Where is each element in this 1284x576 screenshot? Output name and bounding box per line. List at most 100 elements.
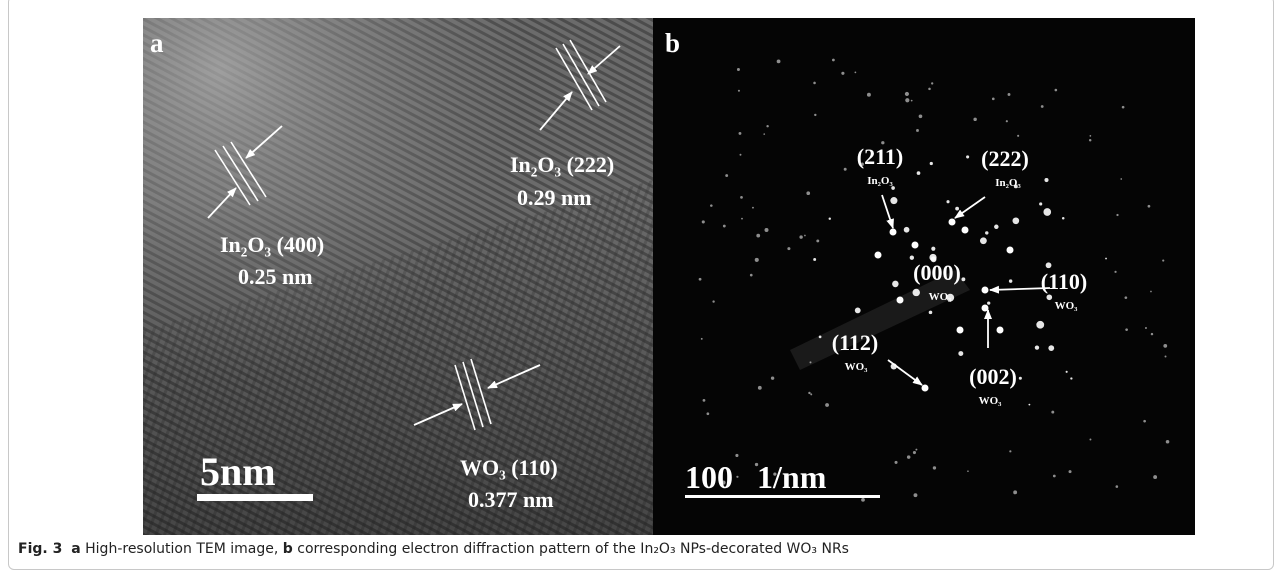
diffraction-spot (946, 200, 949, 203)
diffraction-spot (1125, 328, 1128, 331)
caption: Fig. 3 a High-resolution TEM image, b co… (18, 541, 1258, 557)
diffraction-spot (911, 100, 913, 102)
annotation: 0.29 nm (517, 185, 592, 210)
diffraction-spot (966, 155, 969, 158)
diffraction-spot (980, 237, 987, 244)
diffraction-spot (799, 235, 802, 238)
diffraction-spot (931, 247, 935, 251)
diffraction-spot (892, 281, 899, 288)
diffraction-spot (1041, 105, 1044, 108)
diffraction-spot (771, 376, 774, 379)
diffraction-spot (1125, 296, 1128, 299)
diffraction-spot (922, 385, 929, 392)
diffraction-spot (1162, 259, 1164, 261)
diffraction-spot (1145, 327, 1147, 329)
diffraction-spot (985, 231, 988, 234)
diffraction-spot (961, 277, 965, 281)
diffraction-spot (992, 98, 995, 101)
diffraction-spot (919, 114, 923, 118)
diffraction-spot (929, 311, 933, 315)
diffraction-spot (930, 162, 933, 165)
diffraction-spot (905, 92, 909, 96)
diffraction-spot (750, 274, 753, 277)
diffraction-spot (738, 90, 740, 92)
diffraction-spot (907, 455, 910, 458)
figure-number: Fig. 3 (18, 541, 62, 557)
spot-index: (002) (969, 364, 1017, 389)
diffraction-spot (1166, 440, 1170, 444)
diffraction-spot (735, 454, 738, 457)
diffraction-spot (890, 197, 897, 204)
diffraction-spot (890, 229, 897, 236)
diffraction-spot (1143, 420, 1146, 423)
diffraction-spot (913, 289, 920, 296)
diffraction-spot (997, 327, 1004, 334)
diffraction-spot (813, 82, 816, 85)
spot-phase: In₂O₃ (867, 175, 893, 187)
diffraction-spot (912, 242, 919, 249)
diffraction-spot (829, 217, 831, 219)
diffraction-spot (787, 247, 790, 250)
diffraction-spot (867, 93, 871, 97)
diffraction-spot (1070, 377, 1072, 379)
diffraction-spot (1120, 178, 1122, 180)
diffraction-spot (987, 302, 990, 305)
diffraction-spot (949, 219, 956, 226)
diffraction-spot (809, 361, 811, 363)
diffraction-spot (752, 207, 754, 209)
scale-bar (197, 494, 313, 501)
diffraction-spot (1148, 205, 1151, 208)
diffraction-spot (854, 71, 856, 73)
diffraction-spot (808, 392, 810, 394)
diffraction-spot (699, 278, 702, 281)
diffraction-spot (1089, 438, 1091, 440)
panel-label: a (150, 28, 164, 58)
diffraction-spot (895, 461, 898, 464)
annotation: In₂O₃ (222) (510, 152, 614, 177)
diffraction-spot (1151, 333, 1153, 335)
diffraction-spot (1017, 135, 1019, 137)
spot-index: (222) (981, 146, 1029, 171)
diffraction-spot (915, 449, 917, 451)
diffraction-spot (1165, 355, 1167, 357)
diffraction-spot (825, 403, 829, 407)
diffraction-spot (1062, 217, 1065, 220)
diffraction-spot (712, 300, 714, 302)
diffraction-spot (701, 338, 703, 340)
diffraction-spot (756, 234, 760, 238)
diffraction-spot (1008, 93, 1011, 96)
diffraction-spot (1046, 294, 1052, 300)
diffraction-spot (1013, 490, 1017, 494)
diffraction-spot (703, 399, 706, 402)
scale-bar (685, 495, 880, 498)
diffraction-spot (763, 133, 765, 135)
diffraction-spot (916, 129, 919, 132)
diffraction-spot (723, 225, 726, 228)
diffraction-spot (755, 258, 759, 262)
diffraction-spot (1006, 120, 1008, 122)
scale-label: 5nm (200, 449, 276, 494)
figure: a In₂O₃ (400) 0.25 nm In₂O₃ (222) 0.29 n… (0, 0, 1284, 540)
diffraction-spot (897, 297, 904, 304)
diffraction-spot (1028, 404, 1030, 406)
diffraction-spot (967, 470, 969, 472)
diffraction-spot (1035, 345, 1039, 349)
diffraction-spot (962, 227, 969, 234)
diffraction-spot (913, 451, 916, 454)
diffraction-spot (928, 88, 931, 91)
diffraction-spot (931, 82, 933, 84)
spot-phase: In₂O₃ (995, 177, 1021, 189)
diffraction-spot (710, 204, 713, 207)
diffraction-spot (914, 493, 918, 497)
spot-index: (000) (913, 260, 961, 285)
diffraction-spot (819, 335, 822, 338)
diffraction-spot (1019, 377, 1022, 380)
diffraction-spot (841, 72, 844, 75)
diffraction-spot (804, 235, 806, 237)
diffraction-spot (1007, 247, 1014, 254)
diffraction-spot (707, 412, 710, 415)
diffraction-spot (844, 168, 847, 171)
diffraction-spot (1122, 106, 1125, 109)
diffraction-spot (702, 220, 705, 223)
diffraction-spot (1009, 279, 1012, 282)
